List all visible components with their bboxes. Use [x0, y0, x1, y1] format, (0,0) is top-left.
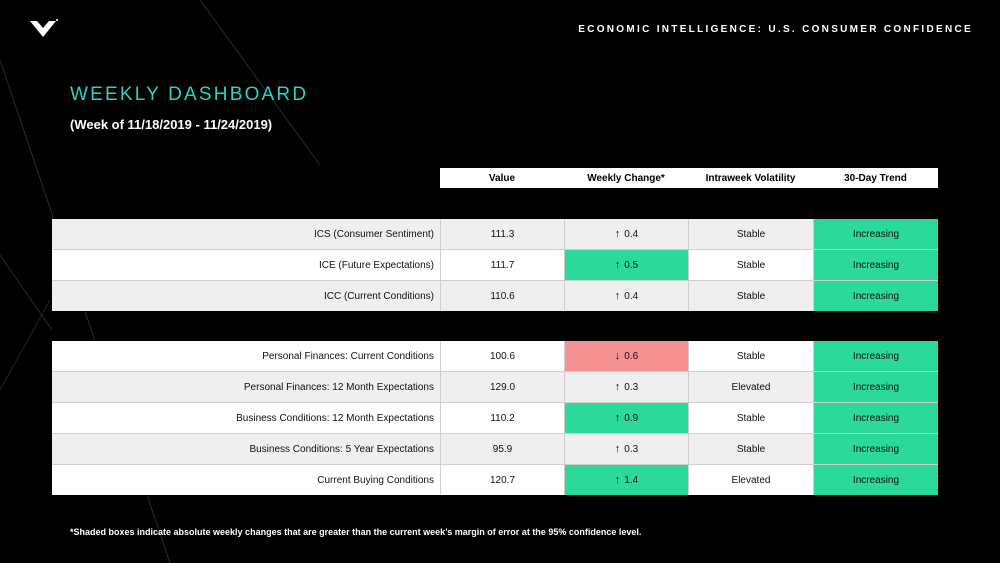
table-column-headers: Value Weekly Change* Intraweek Volatilit…	[440, 168, 938, 188]
row-label: Business Conditions: 5 Year Expectations	[52, 434, 441, 464]
arrow-up-icon: ↑	[614, 228, 621, 240]
row-label: ICC (Current Conditions)	[52, 281, 441, 311]
value-cell: 100.6	[441, 341, 565, 371]
weekly-change-cell: ↑ 0.4	[565, 281, 689, 311]
m-chevron-logo-icon	[30, 19, 58, 37]
volatility-cell: Stable	[689, 281, 814, 311]
table-row: Current Buying Conditions 120.7 ↑ 1.4 Ele…	[52, 465, 938, 495]
trend-cell: Increasing	[814, 281, 938, 311]
table-row: ICE (Future Expectations) 111.7 ↑ 0.5 Sta…	[52, 250, 938, 281]
volatility-cell: Stable	[689, 434, 814, 464]
page-subtitle: (Week of 11/18/2019 - 11/24/2019)	[70, 117, 273, 132]
page-title: WEEKLY DASHBOARD	[70, 84, 309, 105]
value-cell: 120.7	[441, 465, 565, 495]
header-title: ECONOMIC INTELLIGENCE: U.S. CONSUMER CON…	[578, 24, 973, 35]
trend-cell: Increasing	[814, 372, 938, 402]
table-row: Personal Finances: Current Conditions 10…	[52, 341, 938, 372]
table-row: ICS (Consumer Sentiment) 111.3 ↑ 0.4 Stab…	[52, 219, 938, 250]
value-cell: 110.6	[441, 281, 565, 311]
column-header-intraweek-volatility: Intraweek Volatility	[705, 172, 796, 184]
arrow-up-icon: ↑	[614, 474, 621, 486]
table-row: Business Conditions: 5 Year Expectations…	[52, 434, 938, 465]
volatility-cell: Elevated	[689, 465, 814, 495]
table-row: ICC (Current Conditions) 110.6 ↑ 0.4 Stab…	[52, 281, 938, 311]
trend-cell: Increasing	[814, 403, 938, 433]
row-label: Personal Finances: 12 Month Expectations	[52, 372, 441, 402]
trend-cell: Increasing	[814, 219, 938, 249]
value-cell: 110.2	[441, 403, 565, 433]
weekly-change-value: 0.3	[624, 443, 639, 455]
volatility-cell: Elevated	[689, 372, 814, 402]
weekly-change-cell: ↑ 0.3	[565, 372, 689, 402]
volatility-cell: Stable	[689, 219, 814, 249]
arrow-down-icon: ↓	[614, 350, 621, 362]
value-cell: 129.0	[441, 372, 565, 402]
trend-cell: Increasing	[814, 434, 938, 464]
weekly-change-value: 0.4	[624, 228, 639, 240]
volatility-cell: Stable	[689, 403, 814, 433]
volatility-cell: Stable	[689, 341, 814, 371]
footnote: *Shaded boxes indicate absolute weekly c…	[70, 527, 642, 537]
table-row: Business Conditions: 12 Month Expectatio…	[52, 403, 938, 434]
weekly-change-value: 0.5	[624, 259, 639, 271]
weekly-change-value: 0.6	[624, 350, 639, 362]
trend-cell: Increasing	[814, 250, 938, 280]
arrow-up-icon: ↑	[614, 443, 621, 455]
weekly-change-cell: ↑ 0.3	[565, 434, 689, 464]
weekly-change-cell: ↑ 1.4	[565, 465, 689, 495]
weekly-change-cell: ↑ 0.5	[565, 250, 689, 280]
value-cell: 111.3	[441, 219, 565, 249]
row-label: Current Buying Conditions	[52, 465, 441, 495]
index-group: ICS (Consumer Sentiment) 111.3 ↑ 0.4 Stab…	[51, 218, 939, 312]
weekly-change-value: 0.9	[624, 412, 639, 424]
weekly-change-value: 0.3	[624, 381, 639, 393]
weekly-change-value: 0.4	[624, 290, 639, 302]
components-group: Personal Finances: Current Conditions 10…	[51, 340, 939, 496]
row-label: Personal Finances: Current Conditions	[52, 341, 441, 371]
arrow-up-icon: ↑	[614, 259, 621, 271]
row-label: ICE (Future Expectations)	[52, 250, 441, 280]
weekly-change-cell: ↑ 0.9	[565, 403, 689, 433]
volatility-cell: Stable	[689, 250, 814, 280]
arrow-up-icon: ↑	[614, 412, 621, 424]
column-header-weekly-change: Weekly Change*	[587, 172, 665, 184]
row-label: Business Conditions: 12 Month Expectatio…	[52, 403, 441, 433]
table-row: Personal Finances: 12 Month Expectations…	[52, 372, 938, 403]
arrow-up-icon: ↑	[614, 290, 621, 302]
weekly-change-value: 1.4	[624, 474, 639, 486]
value-cell: 95.9	[441, 434, 565, 464]
weekly-change-cell: ↓ 0.6	[565, 341, 689, 371]
weekly-change-cell: ↑ 0.4	[565, 219, 689, 249]
trend-cell: Increasing	[814, 465, 938, 495]
row-label: ICS (Consumer Sentiment)	[52, 219, 441, 249]
column-header-value: Value	[488, 172, 516, 184]
value-cell: 111.7	[441, 250, 565, 280]
trend-cell: Increasing	[814, 341, 938, 371]
arrow-up-icon: ↑	[614, 381, 621, 393]
column-header-30-day-trend: 30-Day Trend	[844, 172, 907, 184]
